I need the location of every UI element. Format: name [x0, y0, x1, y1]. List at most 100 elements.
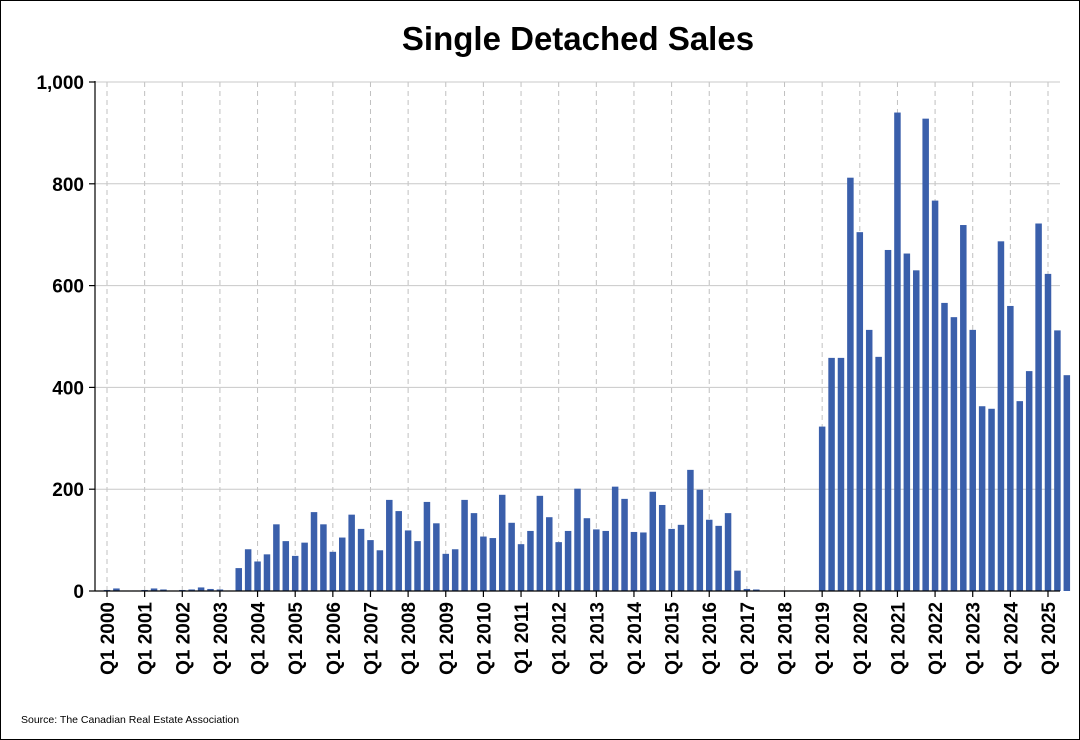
bar	[461, 499, 468, 591]
x-axis-tick-labels: Q1 2000 Q1 2001 Q1 2002 Q1 2003 Q1 2004 Q1 20…	[98, 602, 1060, 675]
y-tick-label: 400	[52, 378, 84, 399]
bar	[583, 518, 591, 591]
bar	[160, 589, 167, 591]
bar	[705, 519, 713, 591]
bar	[696, 489, 704, 591]
bar	[593, 529, 600, 591]
bar	[367, 540, 374, 591]
chart-title: Single Detached Sales	[402, 20, 754, 57]
bar	[470, 513, 478, 591]
x-tick-label: Q1 2025	[1039, 602, 1060, 675]
bar	[724, 513, 732, 591]
x-tick-label: Q1 2002	[173, 602, 194, 675]
x-tick-label: Q1 2011	[512, 602, 533, 674]
bar	[489, 538, 497, 591]
x-tick-label: Q1 2021	[888, 602, 909, 675]
y-tick-label: 0	[73, 582, 84, 603]
y-tick-label: 1,000	[36, 73, 84, 94]
bar	[404, 530, 412, 591]
x-tick-label: Q1 2014	[625, 602, 646, 675]
bar	[423, 501, 431, 591]
x-tick-label: Q1 2015	[663, 602, 684, 675]
x-tick-label: Q1 2013	[587, 602, 608, 675]
bar	[611, 486, 619, 591]
bar	[150, 588, 158, 591]
bar	[376, 550, 384, 591]
x-tick-label: Q1 2008	[399, 602, 420, 675]
x-tick-label: Q1 2005	[286, 602, 307, 675]
y-axis-tick-labels: 0 200 400 600 800 1,000	[36, 73, 84, 603]
bar	[903, 253, 911, 591]
bar	[339, 537, 346, 591]
bar	[1044, 273, 1052, 591]
bar	[988, 408, 995, 591]
bar	[894, 112, 901, 591]
bar	[875, 356, 882, 591]
x-tick-label: Q1 2016	[700, 602, 721, 675]
x-tick-label: Q1 2006	[324, 602, 345, 675]
bar	[273, 524, 280, 591]
bar	[414, 541, 421, 591]
bar	[602, 530, 609, 591]
bar	[960, 225, 967, 591]
bar-series	[103, 112, 1071, 592]
x-tick-label: Q1 2001	[136, 602, 157, 675]
y-tick-label: 600	[52, 277, 84, 298]
bar	[498, 494, 506, 591]
x-tick-label: Q1 2017	[738, 602, 759, 675]
bar	[320, 524, 327, 591]
bar	[574, 488, 581, 591]
bar	[301, 542, 308, 591]
x-tick-label: Q1 2009	[437, 602, 458, 675]
x-tick-label: Q1 2004	[249, 602, 270, 675]
bar	[941, 302, 948, 591]
bar	[433, 523, 440, 591]
bar	[640, 532, 647, 591]
bar	[254, 561, 261, 591]
bar	[913, 270, 920, 591]
x-tick-label: Q1 2020	[851, 602, 872, 675]
x-tick-label: Q1 2018	[776, 602, 797, 675]
bar	[282, 541, 290, 591]
bar	[188, 589, 195, 591]
bar	[517, 544, 525, 591]
bar	[931, 200, 939, 591]
y-tick-label: 200	[52, 480, 84, 501]
x-tick-label: Q1 2022	[926, 602, 947, 675]
bar	[1007, 305, 1014, 591]
bar	[310, 512, 318, 591]
bar	[950, 317, 958, 591]
bar	[734, 570, 741, 591]
bar	[1025, 371, 1033, 591]
bar	[743, 588, 751, 591]
bar	[1035, 223, 1042, 591]
bar	[1054, 330, 1061, 591]
axes	[89, 81, 1060, 597]
bar	[828, 357, 835, 591]
x-tick-label: Q1 2003	[211, 602, 232, 675]
x-tick-label: Q1 2012	[550, 602, 571, 675]
x-tick-label: Q1 2023	[964, 602, 985, 675]
x-tick-label: Q1 2024	[1001, 602, 1022, 675]
bar	[546, 517, 553, 591]
x-tick-label: Q1 2010	[474, 602, 495, 675]
bar	[329, 551, 337, 591]
x-tick-label: Q1 2000	[98, 602, 119, 675]
bar	[865, 329, 873, 591]
bar	[621, 498, 628, 591]
bar	[658, 504, 666, 591]
bar	[837, 357, 845, 591]
bar	[630, 531, 638, 591]
bar	[884, 249, 892, 591]
x-tick-label: Q1 2019	[813, 602, 834, 675]
bar	[244, 549, 252, 591]
bar	[113, 588, 120, 591]
bar	[1063, 375, 1071, 591]
source-note: Source: The Canadian Real Estate Associa…	[21, 714, 239, 726]
bar	[536, 495, 544, 591]
bar	[856, 232, 864, 591]
bar	[442, 553, 450, 591]
bar	[969, 329, 976, 591]
